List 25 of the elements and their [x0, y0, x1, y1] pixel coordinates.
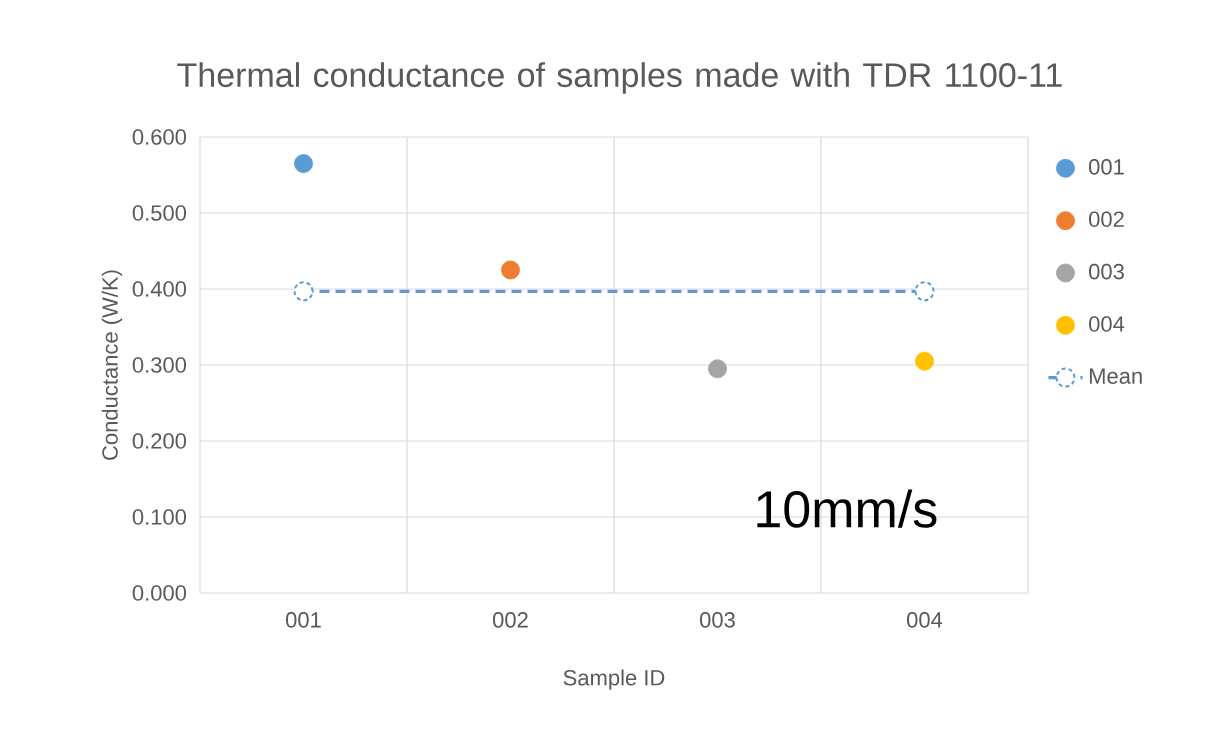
- x-tick-label: 004: [907, 612, 943, 628]
- legend-label: Mean: [1089, 368, 1142, 384]
- x-tick-label: 001: [286, 612, 321, 628]
- point: [293, 281, 314, 302]
- x-tick-label: 002: [493, 612, 528, 628]
- point: [294, 154, 313, 174]
- legend-label: 004: [1089, 316, 1125, 332]
- legend-label: 002: [1089, 211, 1124, 228]
- point: [708, 359, 727, 379]
- point: [915, 351, 934, 371]
- y-tick-label: 0.500: [132, 205, 187, 221]
- y-tick-label: 0.400: [132, 281, 187, 297]
- legend-label: 003: [1089, 263, 1124, 280]
- y-tick-label: 0.100: [132, 509, 187, 525]
- y-tick-label: 0.600: [132, 129, 187, 145]
- y-tick-label: 0.000: [132, 585, 187, 601]
- y-axis-title: Conductance (W/K): [101, 270, 123, 460]
- annotation: 10mm/s: [757, 489, 937, 528]
- point: [501, 260, 520, 280]
- x-axis-title: Sample ID: [563, 669, 665, 690]
- legend-label: 001: [1089, 159, 1124, 175]
- x-tick-label: 003: [700, 612, 735, 628]
- y-tick-label: 0.300: [132, 357, 187, 373]
- y-tick-label: 0.200: [132, 433, 187, 449]
- chart-title: Thermal conductance of samples made with TDR 1100-11: [177, 62, 1062, 94]
